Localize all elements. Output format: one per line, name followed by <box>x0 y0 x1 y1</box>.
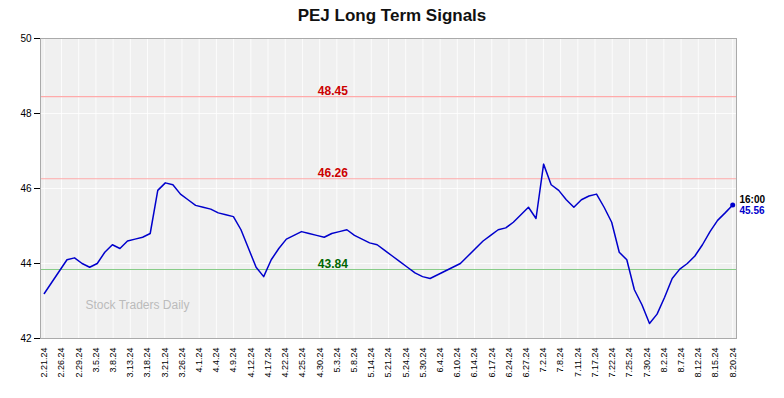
svg-text:48: 48 <box>20 108 32 119</box>
svg-text:3.18.24: 3.18.24 <box>142 348 152 378</box>
svg-text:3.21.24: 3.21.24 <box>160 348 170 378</box>
svg-text:50: 50 <box>20 33 32 44</box>
svg-text:46: 46 <box>20 183 32 194</box>
svg-text:8.15.24: 8.15.24 <box>710 348 720 378</box>
svg-text:45.56: 45.56 <box>740 205 765 216</box>
svg-text:7.30.24: 7.30.24 <box>642 348 652 378</box>
html-text:PEJ Long Term Signals: PEJ Long Term Signals <box>297 6 487 25</box>
svg-text:4.30.24: 4.30.24 <box>315 348 325 378</box>
svg-text:8.7.24: 8.7.24 <box>676 348 686 373</box>
svg-text:6.24.24: 6.24.24 <box>504 348 514 378</box>
svg-text:3.5.24: 3.5.24 <box>91 348 101 373</box>
svg-text:3.8.24: 3.8.24 <box>108 348 118 373</box>
svg-text:4.1.24: 4.1.24 <box>194 348 204 373</box>
svg-text:2.21.24: 2.21.24 <box>39 348 49 378</box>
svg-text:5.21.24: 5.21.24 <box>383 348 393 378</box>
svg-text:7.8.24: 7.8.24 <box>555 348 565 373</box>
svg-text:7.2.24: 7.2.24 <box>538 348 548 373</box>
svg-text:4.25.24: 4.25.24 <box>297 348 307 378</box>
svg-text:4.4.24: 4.4.24 <box>211 348 221 373</box>
svg-text:16:00: 16:00 <box>740 194 766 205</box>
svg-text:7.25.24: 7.25.24 <box>624 348 634 378</box>
svg-text:8.20.24: 8.20.24 <box>728 348 738 378</box>
svg-text:Stock Traders Daily: Stock Traders Daily <box>86 298 190 312</box>
svg-text:2.29.24: 2.29.24 <box>74 348 84 378</box>
svg-text:7.22.24: 7.22.24 <box>607 348 617 378</box>
svg-text:44: 44 <box>20 258 32 269</box>
svg-text:5.30.24: 5.30.24 <box>418 348 428 378</box>
svg-text:42: 42 <box>20 333 32 344</box>
svg-text:4.22.24: 4.22.24 <box>280 348 290 378</box>
svg-text:5.14.24: 5.14.24 <box>366 348 376 378</box>
svg-text:8.2.24: 8.2.24 <box>659 348 669 373</box>
svg-text:7.11.24: 7.11.24 <box>573 348 583 377</box>
svg-text:5.8.24: 5.8.24 <box>349 348 359 373</box>
svg-text:5.24.24: 5.24.24 <box>401 348 411 378</box>
svg-text:6.27.24: 6.27.24 <box>521 348 531 378</box>
svg-text:48.45: 48.45 <box>318 84 348 98</box>
svg-text:8.12.24: 8.12.24 <box>693 348 703 378</box>
svg-text:6.14.24: 6.14.24 <box>469 348 479 378</box>
svg-text:7.17.24: 7.17.24 <box>590 348 600 378</box>
svg-text:4.12.24: 4.12.24 <box>246 348 256 378</box>
svg-text:4.9.24: 4.9.24 <box>228 348 238 373</box>
svg-text:4.17.24: 4.17.24 <box>263 348 273 378</box>
svg-text:6.10.24: 6.10.24 <box>452 348 462 378</box>
svg-text:3.26.24: 3.26.24 <box>177 348 187 378</box>
svg-text:46.26: 46.26 <box>318 166 348 180</box>
svg-text:6.17.24: 6.17.24 <box>487 348 497 378</box>
svg-text:43.84: 43.84 <box>318 257 348 271</box>
svg-text:3.13.24: 3.13.24 <box>125 348 135 378</box>
svg-text:5.3.24: 5.3.24 <box>332 348 342 373</box>
svg-text:6.4.24: 6.4.24 <box>435 348 445 373</box>
svg-text:2.26.24: 2.26.24 <box>56 348 66 378</box>
